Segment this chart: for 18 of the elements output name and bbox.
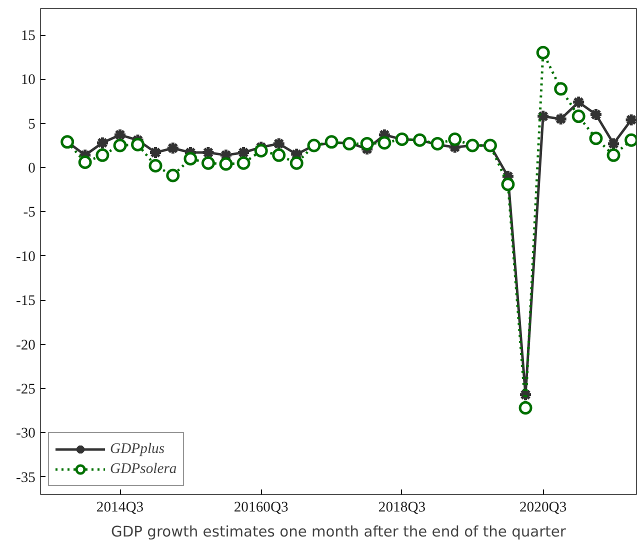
y-tick-label: -30 xyxy=(16,426,36,442)
x-tick-label: 2018Q3 xyxy=(378,500,426,516)
y-tick-label: -5 xyxy=(23,204,36,221)
x-tick-label: 20160Q3 xyxy=(234,500,288,516)
legend-label: GDPplus xyxy=(110,440,165,458)
x-tick-label: 2020Q3 xyxy=(519,500,567,516)
y-tick-label: 5 xyxy=(28,116,36,132)
y-tick-label: 10 xyxy=(20,72,36,88)
x-axis-title: GDP growth estimates one month after the end of the quarter xyxy=(111,524,567,540)
y-tick-label: -25 xyxy=(16,381,36,398)
y-tick-label: -35 xyxy=(16,470,36,486)
y-tick-label: -15 xyxy=(16,293,36,310)
y-tick-label: -10 xyxy=(16,248,36,265)
y-tick-label: -20 xyxy=(16,337,36,354)
y-tick-label: 15 xyxy=(20,28,36,44)
legend-label: GDPsolera xyxy=(110,460,177,478)
y-tick-label: 0 xyxy=(28,160,36,177)
x-tick-label: 2014Q3 xyxy=(96,500,144,516)
